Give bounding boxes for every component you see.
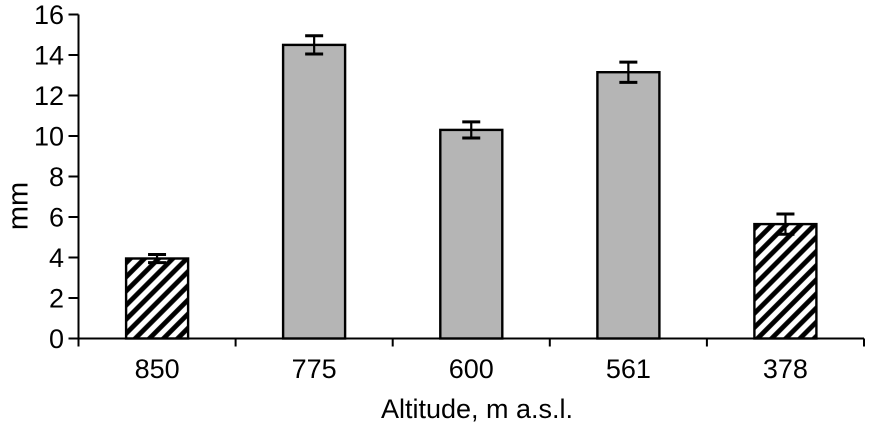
x-axis-title: Altitude, m a.s.l. bbox=[381, 394, 573, 424]
bar-600 bbox=[439, 128, 504, 340]
error-bar-775 bbox=[305, 34, 324, 56]
ticks-layer: 0 2 4 6 8 10 12 14 16 850 775 600 561 378 bbox=[34, 0, 865, 384]
y-tick-label: 10 bbox=[34, 122, 64, 152]
bar-775 bbox=[281, 43, 347, 340]
bars-layer bbox=[124, 43, 818, 340]
y-tick-label: 0 bbox=[49, 324, 64, 354]
error-bar-561 bbox=[619, 60, 638, 84]
y-tick-label: 8 bbox=[49, 162, 64, 192]
y-axis-title: mm bbox=[3, 182, 35, 230]
x-tick-label: 775 bbox=[292, 354, 337, 384]
bar-850 bbox=[124, 257, 190, 340]
x-tick-label: 850 bbox=[135, 354, 180, 384]
y-tick-label: 14 bbox=[34, 41, 64, 71]
y-tick-label: 12 bbox=[34, 81, 64, 111]
x-tick-label: 378 bbox=[763, 354, 808, 384]
error-bar-850 bbox=[148, 252, 167, 265]
bar-561 bbox=[596, 70, 661, 340]
y-tick-label: 2 bbox=[49, 284, 64, 314]
y-tick-label: 16 bbox=[34, 0, 64, 30]
x-tick-label: 600 bbox=[449, 354, 494, 384]
axes-lines bbox=[77, 14, 864, 340]
error-bars-layer bbox=[148, 34, 795, 265]
bar-378 bbox=[753, 222, 818, 340]
y-tick-label: 6 bbox=[49, 203, 64, 233]
y-tick-label: 4 bbox=[49, 243, 64, 273]
x-tick-label: 561 bbox=[606, 354, 651, 384]
error-bar-378 bbox=[776, 212, 795, 236]
error-bar-600 bbox=[462, 120, 481, 140]
